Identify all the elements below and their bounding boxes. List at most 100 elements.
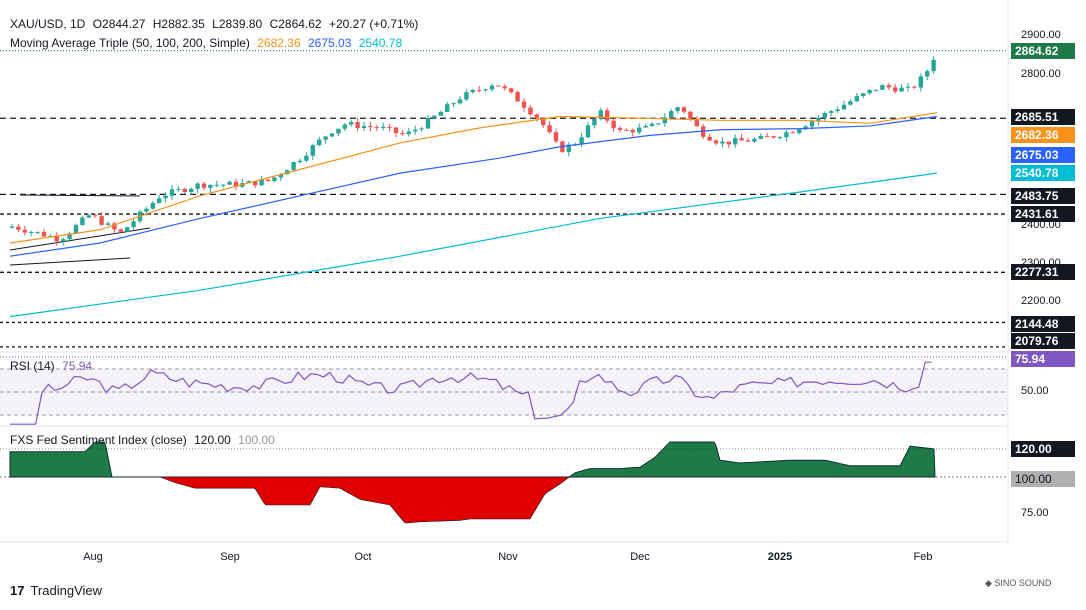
candle-body (771, 136, 776, 138)
candle-body (99, 216, 104, 225)
x-label-sep: Sep (220, 551, 240, 563)
candle-body (534, 114, 539, 119)
candle-body (566, 144, 571, 153)
candle-body (675, 107, 680, 112)
candle-body (630, 130, 635, 133)
x-label-nov: Nov (498, 551, 518, 563)
candle-body (163, 195, 168, 199)
candle-body (131, 221, 136, 228)
high-value: H2882.35 (152, 17, 205, 31)
low-value: L2839.80 (212, 17, 263, 31)
level-tag-2079: 2079.76 (1011, 333, 1075, 349)
ma200-line (9, 172, 938, 318)
candle-body (278, 174, 283, 178)
candle-body (355, 121, 360, 129)
candle-body (150, 202, 155, 209)
candle-body (656, 123, 661, 125)
candle-body (329, 133, 335, 137)
candle-body (41, 231, 47, 237)
candle-body (649, 123, 655, 126)
candle-body (617, 128, 623, 130)
candle-body (381, 126, 386, 129)
change-value: +20.27 (+0.71%) (328, 17, 419, 31)
candle-body (214, 184, 219, 186)
level-tag-2277: 2277.31 (1011, 264, 1075, 280)
rsi-line (10, 361, 932, 425)
candle-body (387, 126, 392, 128)
candle-body (208, 184, 213, 188)
candle-body (515, 92, 520, 102)
candle-body (905, 86, 911, 88)
candle-body (605, 110, 610, 121)
candle-body (841, 104, 847, 110)
ma-legend: Moving Average Triple (50, 100, 200, Sim… (10, 36, 406, 50)
ma100-tag: 2675.03 (1011, 147, 1075, 163)
candle-body (931, 59, 936, 72)
candle-body (880, 85, 885, 90)
brand-name: TradingView (30, 583, 103, 598)
fxs-legend: FXS Fed Sentiment Index (close) 120.00 1… (10, 433, 279, 447)
candle-body (912, 86, 917, 88)
candle-body (733, 138, 738, 145)
candle-body (822, 112, 827, 118)
candle-body (483, 89, 488, 91)
fxs-legend-value: 120.00 (194, 433, 231, 447)
candle-body (765, 135, 770, 137)
candle-body (464, 92, 469, 100)
y-label-fxs-75: 75.00 (1021, 507, 1049, 519)
candle-body (848, 101, 853, 105)
candle-body (688, 111, 693, 119)
level-tag-2144: 2144.48 (1011, 316, 1075, 332)
candle-body (393, 127, 399, 134)
candle-body (317, 139, 322, 146)
price-legend: XAU/USD, 1D O2844.27 H2882.35 L2839.80 C… (10, 17, 422, 31)
candle-body (61, 239, 66, 242)
price-tag: 2864.62 (1011, 43, 1075, 59)
candle-body (297, 160, 303, 163)
candle-body (336, 128, 341, 134)
candle-body (233, 181, 239, 187)
candle-body (745, 140, 751, 142)
candle-body (726, 141, 731, 145)
candle-body (509, 88, 514, 93)
candle-body (637, 127, 642, 133)
fxs-label: FXS Fed Sentiment Index (close) (10, 433, 187, 447)
x-label-dec: Dec (630, 551, 650, 563)
candle-body (67, 233, 72, 240)
candle-body (829, 111, 834, 113)
y-label-2200: 2200.00 (1021, 295, 1061, 307)
watermark-text: SINO SOUND (994, 578, 1052, 588)
candle-body (265, 179, 271, 181)
candle-body (80, 217, 85, 225)
candle-body (93, 215, 98, 217)
candle-body (368, 126, 373, 128)
tradingview-logo[interactable]: 17 TradingView (10, 583, 103, 598)
candle-body (835, 109, 840, 112)
candle-body (918, 76, 923, 88)
candle-body (304, 155, 309, 161)
rsi-label: RSI (14) (10, 359, 55, 373)
fxs-legend-baseline: 100.00 (238, 433, 275, 447)
candle-body (125, 227, 130, 232)
candle-body (528, 107, 533, 115)
trendline (9, 257, 131, 266)
candle-body (592, 118, 597, 126)
candle-body (925, 71, 930, 77)
rsi-legend: RSI (14) 75.94 (10, 359, 96, 373)
candle-body (886, 85, 891, 88)
ma100-value: 2675.03 (308, 36, 352, 50)
candle-body (496, 85, 501, 87)
candle-body (342, 124, 347, 129)
candle-body (112, 223, 117, 230)
fxs-positive-area (9, 441, 936, 478)
candle-body (227, 181, 232, 185)
candle-body (419, 128, 424, 130)
watermark-logo: ◆ SINO SOUND (985, 578, 1052, 588)
candle-body (169, 189, 175, 196)
candle-body (323, 136, 328, 140)
fxs-negative-area (10, 476, 935, 524)
level-tag-2431: 2431.61 (1011, 206, 1075, 222)
x-label-aug: Aug (83, 551, 103, 563)
x-label-feb: Feb (913, 551, 933, 563)
